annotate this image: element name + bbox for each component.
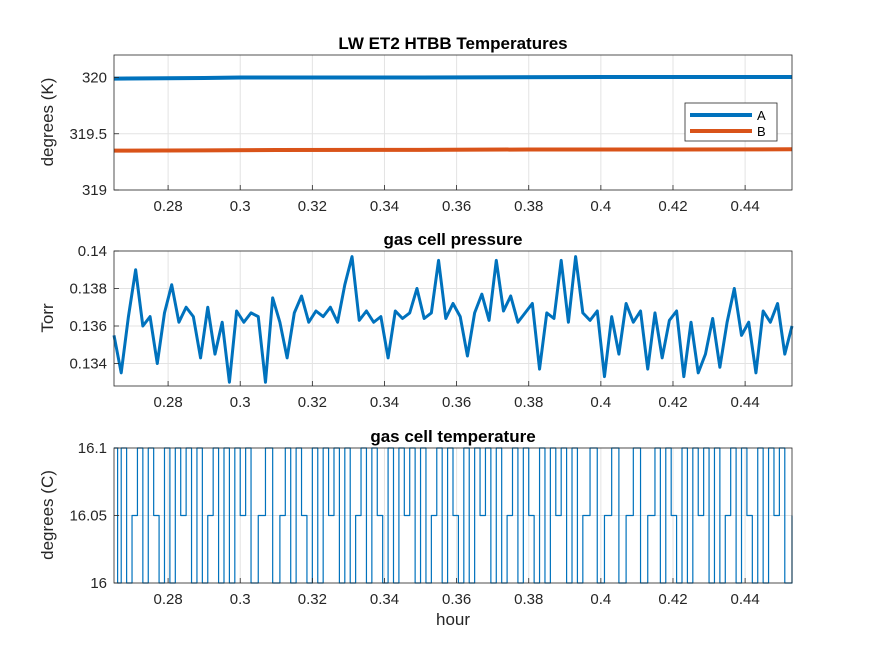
panel-gas-cell-temperature: 0.28 0.3 0.32 0.34 0.36 0.38 0.4 0.42 0.44 16 16.… xyxy=(38,427,793,629)
x-tick-label: 0.4 xyxy=(590,591,611,608)
x-tick-label: 0.28 xyxy=(153,591,182,608)
y-tick-label: 0.136 xyxy=(69,318,107,335)
series-line-htbb-a xyxy=(113,74,792,81)
y-ticks-htbb: 319 319.5 320 xyxy=(69,70,119,199)
series-group-pressure xyxy=(112,255,794,384)
y-axis-label-htbb: degrees (K) xyxy=(38,78,57,167)
x-ticks-gas-temp: 0.28 0.3 0.32 0.34 0.36 0.38 0.4 0.42 0.44 xyxy=(153,578,760,608)
x-tick-label: 0.42 xyxy=(658,591,687,608)
x-axis-label-hour: hour xyxy=(436,610,470,629)
x-tick-label: 0.34 xyxy=(370,591,399,608)
y-ticks-gas-temp: 16 16.05 16.1 xyxy=(69,440,119,592)
y-ticks-pressure: 0.134 0.136 0.138 0.14 xyxy=(69,243,119,373)
series-group-htbb xyxy=(113,74,793,153)
series-line-pressure xyxy=(112,255,794,384)
y-tick-label: 320 xyxy=(82,70,107,87)
x-tick-label: 0.3 xyxy=(230,198,251,215)
chart-title-htbb: LW ET2 HTBB Temperatures xyxy=(338,34,567,53)
x-tick-label: 0.38 xyxy=(514,591,543,608)
x-ticks-htbb: 0.28 0.3 0.32 0.34 0.36 0.38 0.4 0.42 0.44 xyxy=(153,185,760,215)
series-line-htbb-b xyxy=(113,147,793,153)
x-tick-label: 0.28 xyxy=(153,394,182,411)
legend-box xyxy=(684,102,778,142)
y-tick-label: 16.05 xyxy=(69,508,107,525)
legend-htbb: A B xyxy=(684,102,778,142)
y-tick-label: 16 xyxy=(90,575,107,592)
y-axis-label-gas-temp: degrees (C) xyxy=(38,470,57,560)
y-tick-label: 0.14 xyxy=(78,243,107,260)
x-tick-label: 0.38 xyxy=(514,198,543,215)
y-tick-label: 0.134 xyxy=(69,356,107,373)
x-tick-label: 0.4 xyxy=(590,394,611,411)
x-tick-label: 0.4 xyxy=(590,198,611,215)
x-tick-label: 0.38 xyxy=(514,394,543,411)
x-tick-label: 0.44 xyxy=(731,198,760,215)
x-ticks-pressure: 0.28 0.3 0.32 0.34 0.36 0.38 0.4 0.42 0.44 xyxy=(153,381,760,411)
panel-gas-cell-pressure: 0.28 0.3 0.32 0.34 0.36 0.38 0.4 0.42 0.44 0.134… xyxy=(38,230,794,411)
axes-box-htbb xyxy=(113,54,793,191)
x-tick-label: 0.32 xyxy=(298,198,327,215)
y-tick-label: 319.5 xyxy=(69,126,107,143)
x-tick-label: 0.3 xyxy=(230,591,251,608)
x-tick-label: 0.42 xyxy=(658,394,687,411)
y-axis-label-pressure: Torr xyxy=(38,303,57,333)
chart-title-gas-temp: gas cell temperature xyxy=(370,427,535,446)
x-tick-label: 0.3 xyxy=(230,394,251,411)
x-tick-label: 0.32 xyxy=(298,591,327,608)
x-tick-label: 0.32 xyxy=(298,394,327,411)
axes-box-pressure xyxy=(113,250,793,387)
y-tick-label: 16.1 xyxy=(78,440,107,457)
y-tick-label: 0.138 xyxy=(69,281,107,298)
legend-label-a: A xyxy=(757,108,766,123)
x-tick-label: 0.36 xyxy=(442,394,471,411)
chart-title-pressure: gas cell pressure xyxy=(384,230,523,249)
x-tick-label: 0.34 xyxy=(370,394,399,411)
legend-label-b: B xyxy=(757,124,766,139)
x-tick-label: 0.36 xyxy=(442,198,471,215)
y-tick-label: 319 xyxy=(82,182,107,199)
x-tick-label: 0.44 xyxy=(731,394,760,411)
plot-area-pressure xyxy=(114,251,792,386)
x-tick-label: 0.44 xyxy=(731,591,760,608)
x-tick-label: 0.42 xyxy=(658,198,687,215)
x-tick-label: 0.36 xyxy=(442,591,471,608)
panel-htbb-temperatures: 0.28 0.3 0.32 0.34 0.36 0.38 0.4 0.42 0.44 31931… xyxy=(38,34,793,215)
x-tick-label: 0.34 xyxy=(370,198,399,215)
x-tick-label: 0.28 xyxy=(153,198,182,215)
